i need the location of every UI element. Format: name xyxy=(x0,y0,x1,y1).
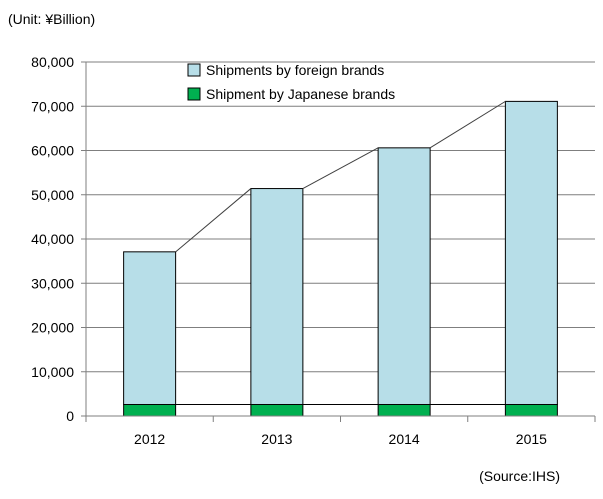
legend: Shipments by foreign brands Shipment by J… xyxy=(187,62,395,102)
legend-label: Shipments by foreign brands xyxy=(206,62,384,78)
axes: 0 10,000 20,000 30,000 40,000 50,000 60,000 70,… xyxy=(31,54,596,447)
bar-segment xyxy=(123,251,177,405)
series-line xyxy=(302,147,379,189)
bar-segment xyxy=(250,188,304,405)
source-label: (Source:IHS) xyxy=(479,468,560,484)
x-tick-label: 2012 xyxy=(134,431,165,447)
bar-segment xyxy=(123,403,177,417)
y-tick-label: 50,000 xyxy=(31,187,74,203)
y-tick-label: 60,000 xyxy=(31,143,74,159)
series-line xyxy=(429,100,506,149)
series-lines xyxy=(175,100,506,405)
bars xyxy=(123,100,558,417)
x-tick-label: 2013 xyxy=(261,431,292,447)
y-tick-label: 10,000 xyxy=(31,364,74,380)
legend-swatch xyxy=(187,63,201,77)
x-tick-label: 2015 xyxy=(516,431,547,447)
y-tick-label: 20,000 xyxy=(31,320,74,336)
series-line xyxy=(175,188,252,253)
bar-segment xyxy=(250,403,304,417)
bar-segment xyxy=(377,403,431,417)
y-tick-label: 80,000 xyxy=(31,54,74,70)
y-tick-label: 40,000 xyxy=(31,231,74,247)
bar-segment xyxy=(504,100,558,405)
bar-segment xyxy=(377,147,431,405)
unit-label: (Unit: ¥Billion) xyxy=(8,11,95,27)
legend-label: Shipment by Japanese brands xyxy=(206,86,395,102)
y-tick-label: 70,000 xyxy=(31,98,74,114)
legend-swatch xyxy=(187,87,201,101)
x-tick-label: 2014 xyxy=(389,431,420,447)
y-tick-label: 30,000 xyxy=(31,275,74,291)
y-tick-label: 0 xyxy=(66,408,74,424)
bar-segment xyxy=(504,403,558,417)
